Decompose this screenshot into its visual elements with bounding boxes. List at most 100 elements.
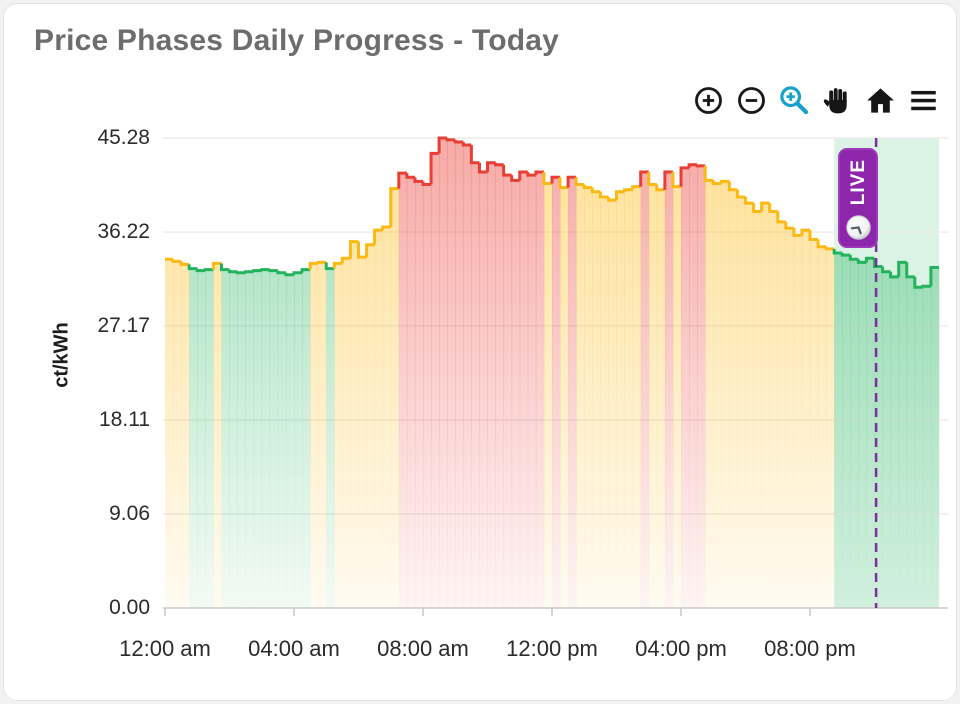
area-fill xyxy=(672,186,682,608)
area-fill xyxy=(334,263,343,608)
pan-button[interactable] xyxy=(820,83,854,117)
price-step-line xyxy=(445,138,456,142)
area-fill xyxy=(616,191,625,608)
price-step-line xyxy=(671,172,681,189)
area-fill xyxy=(761,203,771,608)
price-step-line xyxy=(469,145,480,165)
price-step-line xyxy=(510,175,520,182)
zoom-in-button[interactable] xyxy=(691,83,725,117)
x-tick-label: 12:00 am xyxy=(119,636,211,661)
area-fill xyxy=(439,138,448,608)
area-fill xyxy=(721,181,730,608)
price-step-line xyxy=(727,181,738,192)
area-fill xyxy=(648,184,658,608)
price-step-line xyxy=(752,203,762,213)
x-tick-label: 04:00 am xyxy=(248,636,340,661)
area-fill xyxy=(165,259,174,608)
area-fill xyxy=(277,272,287,608)
y-tick-label: 45.28 xyxy=(97,126,150,149)
price-step-line xyxy=(913,276,923,289)
area-fill xyxy=(729,189,738,608)
price-step-line xyxy=(566,175,577,188)
area-fill xyxy=(342,258,351,608)
area-fill xyxy=(269,270,279,608)
price-step-line xyxy=(316,260,327,264)
price-step-line xyxy=(687,163,698,168)
area-fill xyxy=(455,141,464,609)
price-step-line xyxy=(502,164,512,177)
price-step-line xyxy=(679,166,690,187)
price-step-line xyxy=(800,228,810,236)
price-step-line xyxy=(252,269,262,273)
area-fill xyxy=(511,180,521,608)
area-fill xyxy=(656,189,666,608)
area-fill xyxy=(229,271,238,608)
price-step-line xyxy=(590,187,601,194)
area-fill xyxy=(285,274,295,608)
area-fill xyxy=(866,258,875,608)
area-fill xyxy=(358,257,367,608)
area-fill xyxy=(374,230,384,608)
price-step-line xyxy=(735,189,746,199)
price-step-line xyxy=(228,269,238,274)
area-fill xyxy=(398,173,408,608)
area-fill xyxy=(858,262,867,608)
pan-hand-icon xyxy=(823,87,847,113)
x-tick-label: 08:00 pm xyxy=(764,636,856,661)
price-step-line xyxy=(260,268,270,272)
price-step-line xyxy=(615,190,625,201)
area-fill xyxy=(245,271,255,608)
area-fill xyxy=(874,266,883,608)
price-step-line xyxy=(598,191,609,199)
price-step-line xyxy=(324,262,335,271)
price-step-line xyxy=(187,264,198,271)
price-step-line xyxy=(873,258,883,269)
area-fill xyxy=(810,239,819,608)
price-step-line xyxy=(856,259,867,264)
home-button[interactable] xyxy=(863,83,897,117)
area-fill xyxy=(713,183,722,608)
area-fill xyxy=(600,196,609,609)
price-step-line xyxy=(171,259,182,263)
price-step-line xyxy=(848,255,859,261)
price-step-line xyxy=(663,170,673,190)
area-fill xyxy=(414,181,424,608)
area-fill xyxy=(237,272,247,608)
price-step-line xyxy=(542,172,552,185)
area-fill xyxy=(914,287,924,608)
y-tick-label: 18.11 xyxy=(99,408,150,432)
price-step-line xyxy=(719,179,730,184)
price-step-line xyxy=(461,141,472,147)
box-zoom-icon xyxy=(780,86,809,115)
area-fill xyxy=(834,253,843,608)
price-step-line xyxy=(373,228,383,245)
area-fill xyxy=(930,267,940,608)
menu-button[interactable] xyxy=(906,83,940,117)
zoom-in-icon xyxy=(694,86,722,114)
area-fill xyxy=(777,221,787,608)
area-fill xyxy=(632,186,642,608)
page-title: Price Phases Daily Progress - Today xyxy=(34,24,560,57)
price-step-line xyxy=(348,240,359,259)
hamburger-menu-icon xyxy=(910,90,936,110)
price-step-line xyxy=(631,185,641,190)
live-badge: LIVE xyxy=(838,148,878,248)
price-step-line xyxy=(236,271,246,275)
area-fill xyxy=(689,164,698,608)
y-tick-label: 0.00 xyxy=(109,596,150,619)
y-tick-label: 27.17 xyxy=(97,313,150,337)
price-step-line xyxy=(889,271,899,279)
price-step-line xyxy=(639,170,649,187)
price-step-line xyxy=(744,196,754,205)
area-fill xyxy=(576,184,585,608)
area-fill xyxy=(310,263,319,608)
price-step-line xyxy=(550,175,561,184)
area-fill xyxy=(326,268,335,608)
area-fill xyxy=(584,187,593,608)
price-step-line xyxy=(816,239,827,249)
price-step-line xyxy=(300,268,311,273)
box-zoom-button[interactable] xyxy=(777,83,811,117)
zoom-out-button[interactable] xyxy=(734,83,768,117)
area-fill xyxy=(181,264,190,608)
